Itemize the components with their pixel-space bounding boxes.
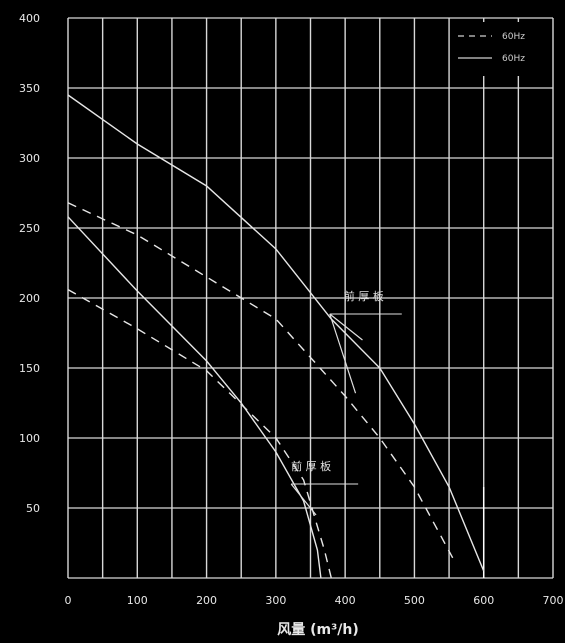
y-tick-label: 100 — [19, 432, 40, 445]
x-tick-label: 600 — [473, 594, 494, 607]
series-line-2 — [67, 202, 457, 565]
y-tick-label: 50 — [26, 502, 40, 515]
axes: 0 100 200 300 400 500 600 700 50 100 150 200 250 300 3… — [19, 12, 564, 607]
x-tick-label: 700 — [543, 594, 564, 607]
annotation-label: 前 厚 板 — [291, 459, 331, 473]
legend-label: 60Hz — [502, 54, 525, 64]
legend: 60Hz 60Hz — [450, 22, 548, 76]
annotation-arrow — [329, 313, 357, 394]
y-tick-label: 200 — [19, 292, 40, 305]
series-line-4 — [67, 288, 332, 579]
annotation-arrow — [290, 483, 317, 516]
x-tick-label: 0 — [65, 594, 72, 607]
x-tick-label: 200 — [196, 594, 217, 607]
x-tick-label: 300 — [265, 594, 286, 607]
y-tick-label: 150 — [19, 362, 40, 375]
y-tick-label: 350 — [19, 82, 40, 95]
legend-label: 60Hz — [502, 32, 525, 42]
y-tick-label: 250 — [19, 222, 40, 235]
x-axis-label: 风量 (m³/h) — [277, 622, 358, 638]
annotation-arrow — [329, 313, 363, 341]
x-tick-label: 400 — [335, 594, 356, 607]
y-tick-label: 400 — [19, 12, 40, 25]
series-line-3 — [67, 216, 322, 579]
x-tick-label: 500 — [404, 594, 425, 607]
legend-box — [450, 22, 548, 76]
grid — [67, 17, 554, 579]
x-tick-label: 100 — [127, 594, 148, 607]
annotation-label: 前 厚 板 — [344, 289, 384, 303]
annotations: 前 厚 板前 厚 板 — [290, 289, 402, 516]
y-tick-label: 300 — [19, 152, 40, 165]
